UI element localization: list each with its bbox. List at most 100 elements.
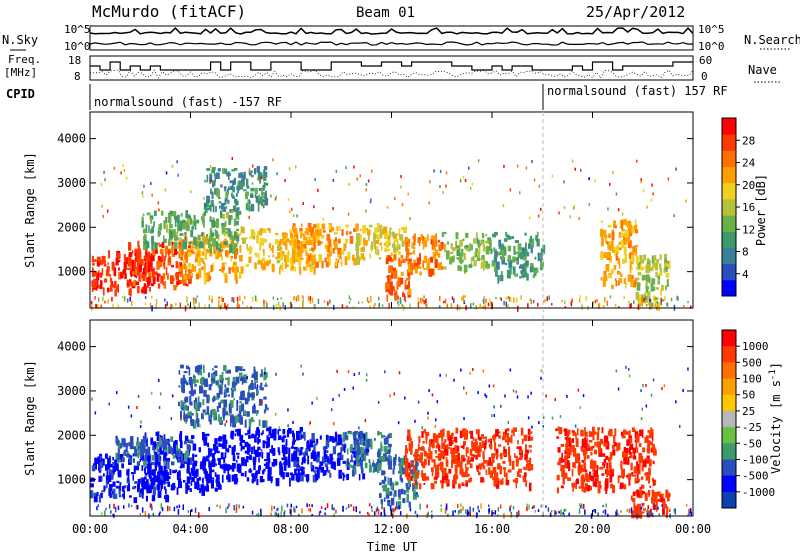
data-cell [459,461,463,468]
velocity-data-cells [90,364,692,520]
data-cell [186,444,190,450]
data-cell [454,465,458,473]
data-cell [325,440,330,448]
data-cell [425,304,428,309]
data-cell [542,425,544,428]
data-cell [194,474,197,477]
data-cell [240,266,244,274]
data-cell [301,462,304,465]
data-cell [208,205,211,210]
data-cell [254,449,259,458]
data-cell [203,263,206,271]
data-cell [368,513,370,517]
data-cell [125,445,128,453]
data-cell [551,416,554,420]
data-cell [169,210,174,217]
data-cell [199,249,202,257]
data-cell [157,242,160,245]
data-cell [118,272,121,280]
data-cell [289,257,294,265]
data-cell [636,478,641,482]
data-cell [99,456,103,460]
data-cell [219,443,223,447]
data-cell [226,250,231,255]
data-cell [524,249,528,257]
data-cell [518,510,520,516]
data-cell [437,252,441,258]
data-cell [230,430,235,435]
data-cell [626,220,630,228]
data-cell [168,476,171,480]
data-cell [447,513,449,517]
data-cell [470,303,472,309]
data-cell [492,435,494,439]
data-cell [93,492,97,497]
data-cell [401,203,404,207]
data-cell [430,482,434,487]
data-cell [492,384,495,388]
data-cell [260,432,263,436]
nave-label: Nave [748,63,777,77]
data-cell [408,472,411,479]
data-cell [578,217,580,220]
data-cell [106,266,110,272]
data-cell [512,256,516,263]
data-cell [412,235,415,239]
data-cell [623,296,625,300]
data-cell [400,185,402,189]
data-cell [193,420,197,429]
data-cell [305,263,308,271]
data-cell [156,437,160,442]
data-cell [209,251,213,257]
data-cell [443,232,447,235]
data-cell [508,455,512,462]
data-cell [618,280,620,286]
data-cell [516,446,521,449]
data-cell [433,476,438,480]
velocity-colorbar-swatch [722,427,736,444]
data-cell [528,243,531,249]
velocity-colorbar-tick-label: -100 [742,453,769,466]
data-cell [201,477,204,484]
data-cell [438,244,443,252]
data-cell [385,258,389,265]
data-cell [387,274,392,281]
data-cell [158,461,161,469]
data-cell [137,478,141,485]
data-cell [650,198,653,202]
data-cell [130,504,133,507]
data-cell [465,480,469,483]
data-cell [285,472,290,477]
data-cell [439,185,441,189]
data-cell [629,455,633,459]
data-cell [373,232,376,242]
data-cell [630,303,632,308]
data-cell [117,253,121,259]
data-cell [474,253,477,258]
data-cell [301,233,305,236]
data-cell [538,421,540,425]
data-cell [347,252,351,261]
data-cell [613,225,617,229]
data-cell [182,264,185,269]
data-cell [492,512,495,515]
data-cell [404,396,406,400]
data-cell [443,452,446,457]
data-cell [386,275,390,278]
data-cell [285,234,288,241]
data-cell [193,217,196,220]
data-cell [205,382,209,387]
data-cell [401,304,403,307]
data-cell [153,475,156,485]
data-cell [233,505,235,511]
data-cell [483,454,485,462]
data-cell [199,240,202,247]
data-cell [654,297,659,300]
data-cell [248,427,251,433]
data-cell [661,494,664,497]
data-cell [611,240,614,249]
data-cell [417,297,420,303]
data-cell [611,471,614,476]
data-cell [639,487,642,490]
data-cell [313,451,317,460]
